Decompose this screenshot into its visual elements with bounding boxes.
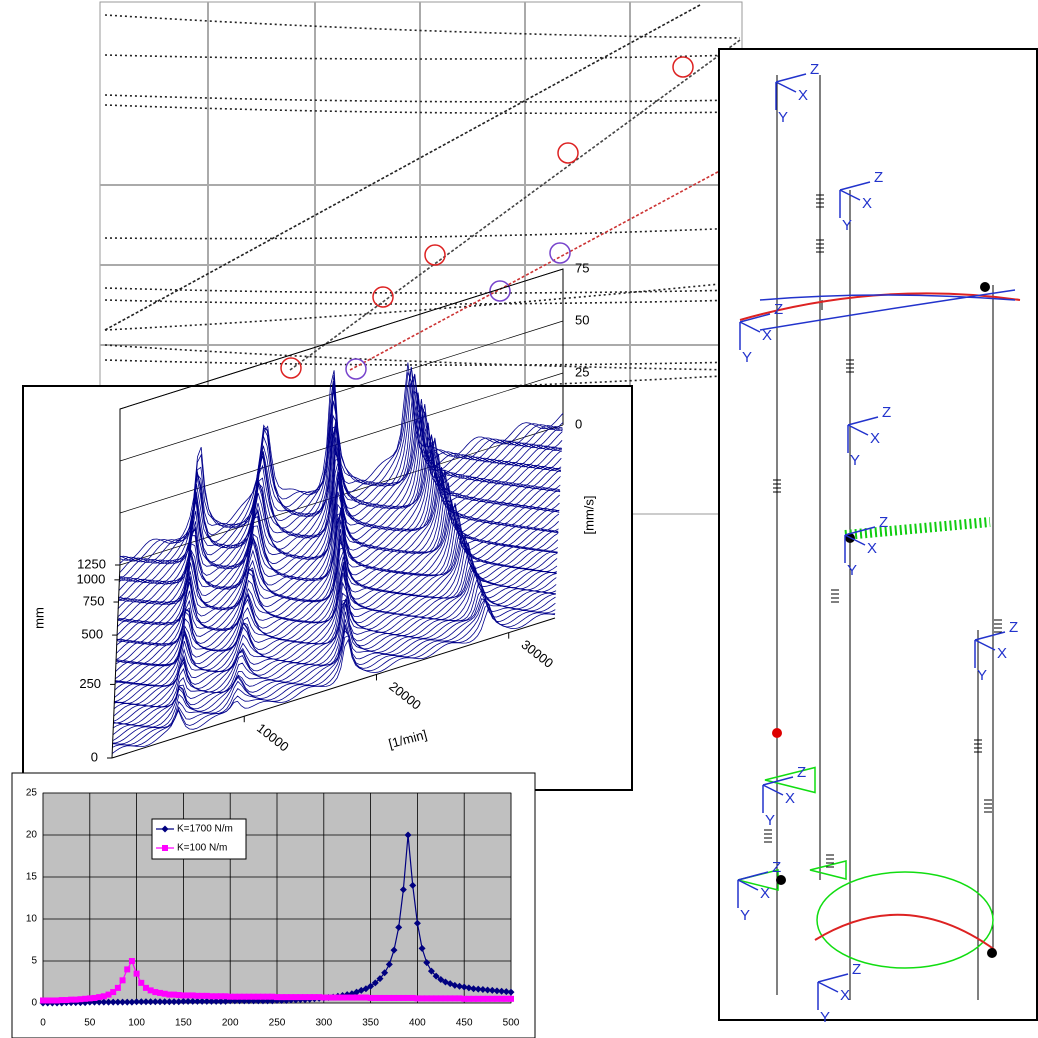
point <box>124 966 130 972</box>
y-tick-label: 1250 <box>77 556 106 571</box>
axis-label: Y <box>977 667 987 684</box>
y-tick-label: 1000 <box>76 571 105 586</box>
y-tick-label: 25 <box>26 788 38 799</box>
y-tick-label: 0 <box>91 749 98 764</box>
y-tick-label: 750 <box>83 593 105 608</box>
x-tick-label: 100 <box>128 1018 145 1029</box>
y-tick-label: 500 <box>81 627 103 642</box>
y-tick-label: 250 <box>79 676 101 691</box>
legend-label: K=100 N/m <box>177 843 227 854</box>
node <box>987 948 997 958</box>
axis-label: Y <box>740 907 750 924</box>
y-tick-label: 15 <box>26 872 38 883</box>
z-tick-label: 75 <box>575 260 589 275</box>
line-chart: 0510152025050100150200250300350400450500… <box>12 773 535 1038</box>
axis-label: Z <box>774 301 783 318</box>
y-axis-label: mm <box>31 607 46 629</box>
axis-label: Z <box>882 404 891 421</box>
z-tick-label: 25 <box>575 364 589 379</box>
y-tick-label: 5 <box>31 956 37 967</box>
x-tick-label: 200 <box>222 1018 239 1029</box>
axis-label: Y <box>850 452 860 469</box>
z-tick-label: 50 <box>575 312 589 327</box>
axis-label: Z <box>797 764 806 781</box>
x-tick-label: 500 <box>503 1018 520 1029</box>
point <box>508 996 514 1002</box>
axis-label: Y <box>820 1009 830 1026</box>
y-tick-label: 10 <box>26 914 38 925</box>
axis-label: Z <box>874 169 883 186</box>
point <box>115 985 121 991</box>
axis-label: Y <box>765 812 775 829</box>
axis-label: X <box>760 885 770 902</box>
axis-label: Z <box>810 61 819 78</box>
mode-shape-diagram: ZXYZXYZXYZXYZXYZXYZXYZXYZXY <box>719 49 1037 1026</box>
legend-marker <box>162 845 168 851</box>
x-tick-label: 400 <box>409 1018 426 1029</box>
axis-label: Z <box>879 514 888 531</box>
x-tick-label: 0 <box>40 1018 46 1029</box>
point <box>129 958 135 964</box>
x-tick-label: 50 <box>84 1018 96 1029</box>
y-tick-label: 0 <box>31 998 37 1009</box>
point <box>134 971 140 977</box>
axis-label: X <box>762 327 772 344</box>
legend-label: K=1700 N/m <box>177 824 233 835</box>
node <box>776 875 786 885</box>
z-axis-label: [mm/s] <box>581 496 596 535</box>
axis-label: Z <box>1009 619 1018 636</box>
x-tick-label: 350 <box>362 1018 379 1029</box>
axis-label: Y <box>847 562 857 579</box>
x-tick-label: 300 <box>315 1018 332 1029</box>
axis-label: X <box>798 87 808 104</box>
x-tick-label: 250 <box>269 1018 286 1029</box>
axis-label: Z <box>772 859 781 876</box>
axis-label: X <box>862 195 872 212</box>
axis-label: Y <box>842 217 852 234</box>
axis-label: X <box>840 987 850 1004</box>
axis-label: X <box>785 790 795 807</box>
point <box>120 977 126 983</box>
collage: ZXYZXYZXYZXYZXYZXYZXYZXYZXY 0255075[mm/s… <box>0 0 1038 1038</box>
node <box>980 282 990 292</box>
axis-label: X <box>870 430 880 447</box>
axis-label: Y <box>742 349 752 366</box>
z-tick-label: 0 <box>575 416 582 431</box>
node <box>772 728 782 738</box>
x-tick-label: 450 <box>456 1018 473 1029</box>
x-tick-label: 150 <box>175 1018 192 1029</box>
axis-label: X <box>997 645 1007 662</box>
axis-label: X <box>867 540 877 557</box>
axis-label: Y <box>778 109 788 126</box>
y-tick-label: 20 <box>26 830 38 841</box>
axis-label: Z <box>852 961 861 978</box>
